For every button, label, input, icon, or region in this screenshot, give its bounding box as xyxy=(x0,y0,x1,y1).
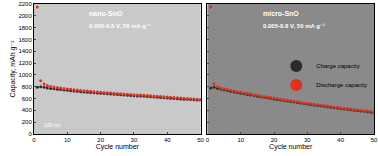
svg-text:400: 400 xyxy=(22,107,33,113)
svg-text:50: 50 xyxy=(371,137,378,143)
svg-text:600: 600 xyxy=(22,96,33,102)
svg-text:1000: 1000 xyxy=(18,72,32,78)
svg-text:0: 0 xyxy=(206,137,210,143)
svg-text:Capacity, mAh g⁻¹: Capacity, mAh g⁻¹ xyxy=(9,40,17,98)
svg-text:30: 30 xyxy=(304,137,311,143)
svg-text:Discharge capacity: Discharge capacity xyxy=(316,82,367,88)
svg-text:0.005-0.8 V, 50 mA g⁻¹: 0.005-0.8 V, 50 mA g⁻¹ xyxy=(263,23,325,29)
svg-text:40: 40 xyxy=(337,137,344,143)
svg-text:10: 10 xyxy=(64,137,71,143)
svg-text:Cycle number: Cycle number xyxy=(269,143,313,151)
svg-text:0.005-0.8 V, 50 mA g⁻¹: 0.005-0.8 V, 50 mA g⁻¹ xyxy=(89,23,151,29)
svg-text:micro-SnO: micro-SnO xyxy=(263,10,299,17)
svg-text:20: 20 xyxy=(271,137,278,143)
svg-text:20: 20 xyxy=(97,137,104,143)
svg-text:Charge capacity: Charge capacity xyxy=(316,63,359,69)
svg-text:10: 10 xyxy=(237,137,244,143)
svg-text:1400: 1400 xyxy=(18,48,32,54)
svg-text:1600: 1600 xyxy=(18,37,32,43)
svg-text:2000: 2000 xyxy=(18,13,32,19)
svg-text:800: 800 xyxy=(22,84,33,90)
svg-text:Cycle number: Cycle number xyxy=(96,143,140,151)
svg-text:nano-SnO: nano-SnO xyxy=(89,10,123,17)
svg-text:40: 40 xyxy=(164,137,171,143)
svg-text:1800: 1800 xyxy=(18,25,32,31)
svg-text:0: 0 xyxy=(28,131,32,137)
svg-text:30: 30 xyxy=(131,137,138,143)
svg-text:2200: 2200 xyxy=(18,1,32,7)
svg-text:1200: 1200 xyxy=(18,60,32,66)
svg-text:200: 200 xyxy=(22,119,33,125)
svg-text:0: 0 xyxy=(32,137,36,143)
svg-text:50: 50 xyxy=(197,137,204,143)
svg-text:100 nm: 100 nm xyxy=(44,122,61,128)
